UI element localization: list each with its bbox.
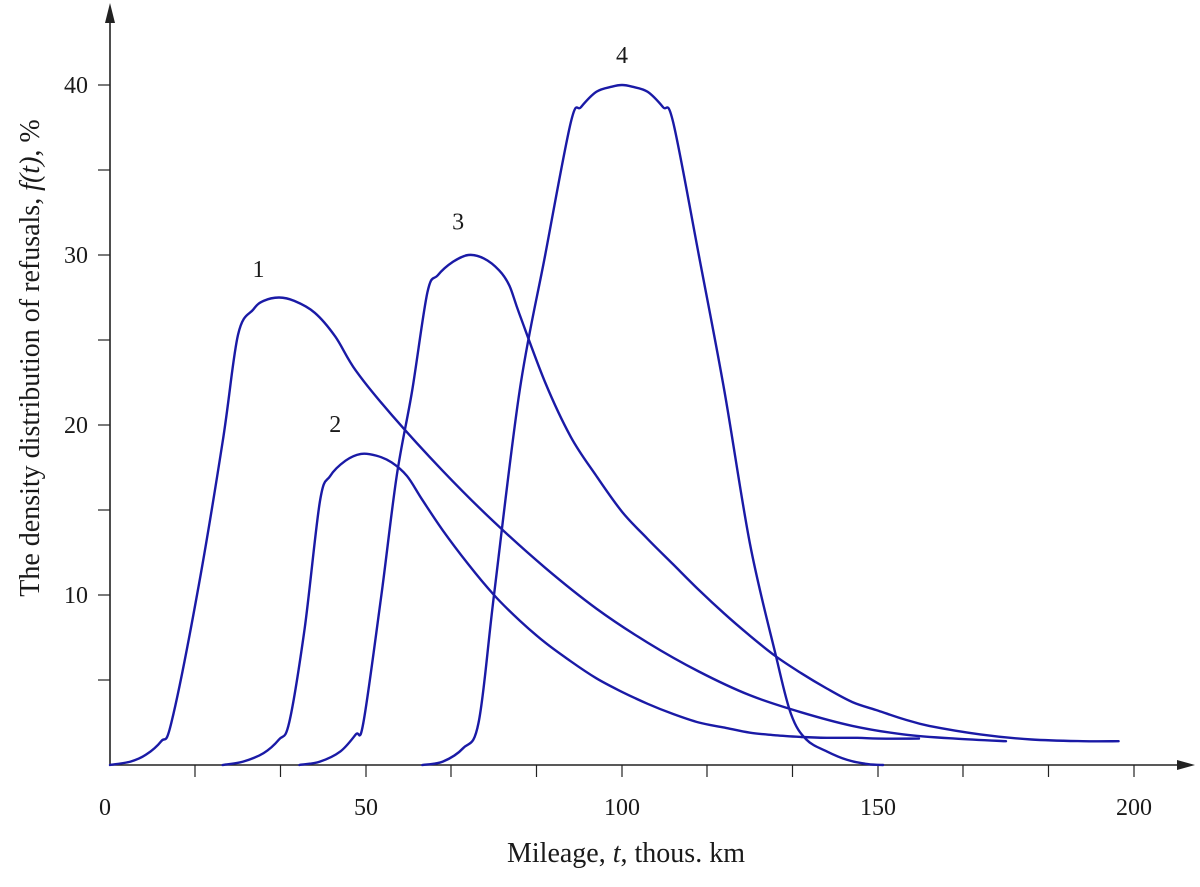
y-axis-title-var: f(t) (15, 157, 46, 191)
y-axis-title-pre: The density distribution of refusals, (15, 191, 46, 597)
series-group (108, 83, 1120, 767)
y-tick-label: 10 (64, 583, 88, 609)
series-line-4 (421, 83, 885, 767)
chart-axes (105, 3, 1195, 770)
x-axis-title-pre: Mileage, (507, 838, 613, 869)
x-axis-title-var: t (613, 838, 622, 869)
series-line-1 (108, 296, 1008, 767)
curve-label-4: 4 (616, 43, 628, 69)
curve-label-3: 3 (452, 210, 464, 236)
x-tick-label: 50 (354, 795, 378, 821)
y-tick-label: 40 (64, 73, 88, 99)
y-tick-label: 30 (64, 243, 88, 269)
curve-label-2: 2 (329, 412, 341, 438)
y-axis-title: The density distribution of refusals, f(… (15, 119, 46, 596)
y-axis-title-post: , % (15, 119, 46, 156)
y-axis-arrow (105, 3, 115, 23)
series-line-2 (221, 452, 921, 767)
x-tick-label: 100 (604, 795, 640, 821)
x-tick-label: 150 (860, 795, 896, 821)
x-axis-arrow (1177, 760, 1195, 770)
curve-label-1: 1 (252, 257, 264, 283)
series-line-3 (298, 253, 1120, 767)
y-tick-label: 20 (64, 413, 88, 439)
x-tick-label: 200 (1116, 795, 1152, 821)
x-tick-label: 0 (99, 795, 111, 821)
x-axis-title-post: , thous. km (621, 838, 746, 869)
x-axis-title: Mileage, t, thous. km (507, 838, 745, 869)
axis-ticks: 0 50 100 150 200 10 20 30 40 (64, 73, 1152, 821)
curve-labels: 1 2 3 4 (252, 43, 628, 438)
